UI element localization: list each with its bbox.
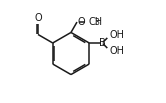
Text: B: B xyxy=(99,38,106,48)
Text: O: O xyxy=(78,17,85,27)
Text: CH: CH xyxy=(88,17,103,27)
Text: OH: OH xyxy=(110,46,125,56)
Text: OH: OH xyxy=(110,30,125,40)
Text: O: O xyxy=(34,13,42,23)
Text: 3: 3 xyxy=(95,18,100,27)
